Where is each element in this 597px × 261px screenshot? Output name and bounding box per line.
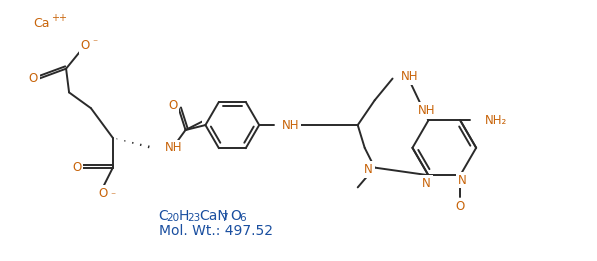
Bar [202,99,264,161]
Text: ++: ++ [51,13,67,23]
Text: N: N [458,174,467,187]
Text: O: O [99,187,107,200]
Text: O: O [456,200,465,213]
Text: O: O [29,72,38,85]
Text: ⁻: ⁻ [92,38,97,48]
Text: N: N [364,163,373,176]
Text: H: H [179,209,189,223]
Text: NH: NH [282,118,300,132]
Text: NH₂: NH₂ [485,114,507,127]
Text: C: C [159,209,168,223]
Text: O: O [230,209,241,223]
Text: Mol. Wt.: 497.52: Mol. Wt.: 497.52 [159,224,273,238]
Text: 20: 20 [167,213,180,223]
Text: NH: NH [401,70,418,83]
Text: 6: 6 [239,213,246,223]
Text: N: N [422,177,431,190]
Text: 7: 7 [221,213,228,223]
Text: ⁻: ⁻ [110,191,115,201]
Text: 23: 23 [187,213,201,223]
Text: O: O [81,39,90,52]
Text: CaN: CaN [199,209,228,223]
Text: O: O [72,161,82,174]
Text: Ca: Ca [33,17,50,30]
Text: NH: NH [165,141,182,154]
Text: O: O [168,99,177,112]
Text: NH: NH [418,104,435,117]
